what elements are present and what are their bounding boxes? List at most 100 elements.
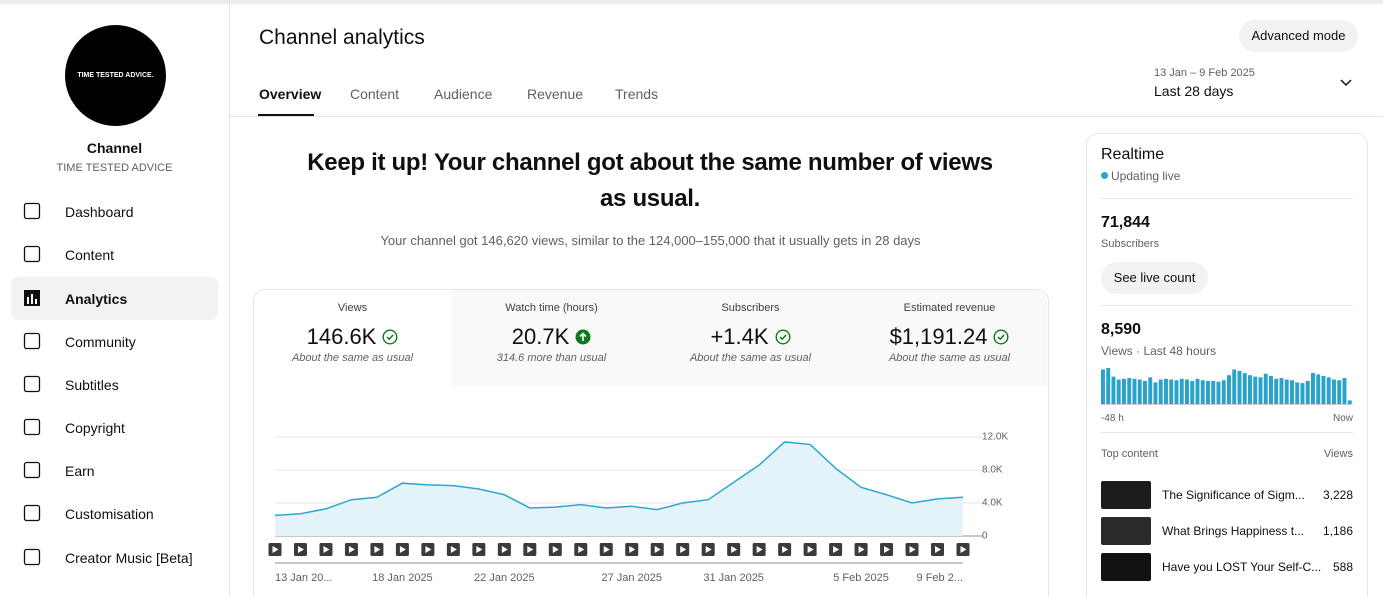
video-marker-play: [960, 546, 967, 553]
nav-label: Analytics: [65, 291, 128, 307]
bar: [1190, 380, 1195, 404]
video-marker-play: [323, 546, 330, 553]
channel-logo[interactable]: TIME TESTED ADVICE.: [65, 25, 166, 126]
bar: [1153, 382, 1158, 404]
video-marker-play: [833, 546, 840, 553]
bar: [1158, 379, 1163, 404]
video-marker-play: [272, 546, 279, 553]
top-bar: [0, 0, 1383, 4]
period[interactable]: Last 28 days: [1154, 83, 1234, 99]
bar: [1326, 377, 1331, 404]
nav-item[interactable]: Subtitles: [0, 363, 229, 406]
metric-card[interactable]: Views 146.6K About the same as usual: [253, 290, 452, 386]
nav-item[interactable]: Creator Music [Beta]: [0, 536, 229, 579]
page-title: Channel analytics: [259, 26, 425, 49]
tab[interactable]: Content: [350, 86, 400, 102]
x-start-label: -48 h: [1101, 413, 1124, 424]
views-label: Views · Last 48 hours: [1101, 344, 1217, 358]
bar: [1332, 379, 1336, 404]
bar: [1242, 373, 1247, 404]
metric-value: $1,191.24: [850, 322, 1049, 352]
nav-icon: [23, 332, 41, 350]
nav-icon: [23, 461, 41, 479]
tab[interactable]: Trends: [615, 86, 659, 102]
bar: [1311, 373, 1315, 404]
date-range[interactable]: 13 Jan – 9 Feb 2025: [1154, 67, 1255, 79]
metric-value-text: 20.7K: [511, 324, 570, 349]
nav-item[interactable]: Customisation: [0, 492, 229, 535]
tab[interactable]: Overview: [259, 86, 322, 102]
nav-item[interactable]: Analytics: [0, 277, 229, 320]
video-marker-play: [527, 546, 534, 553]
dropdown-chevron[interactable]: [1339, 78, 1353, 88]
bar: [1279, 378, 1284, 404]
nav-item[interactable]: Community: [0, 320, 229, 363]
video-marker-play: [552, 546, 559, 553]
bar: [1206, 380, 1210, 404]
video-title[interactable]: The Significance of Sigm...: [1162, 488, 1305, 502]
header-border: [230, 116, 1383, 117]
bar: [1148, 377, 1153, 404]
live-status: Updating live: [1111, 169, 1181, 183]
channel-handle: TIME TESTED ADVICE: [56, 162, 173, 174]
video-title[interactable]: What Brings Happiness t...: [1162, 524, 1305, 538]
tab[interactable]: Audience: [434, 86, 493, 102]
x-tick-label: 18 Jan 2025: [372, 572, 433, 584]
metric-card[interactable]: Watch time (hours) 20.7K 314.6 more than u…: [452, 290, 651, 386]
bar: [1211, 380, 1216, 404]
video-title[interactable]: Have you LOST Your Self-C...: [1162, 560, 1322, 574]
advanced-mode-button[interactable]: Advanced mode: [1239, 20, 1358, 52]
nav-label: Customisation: [65, 506, 154, 522]
nav-item[interactable]: Copyright: [0, 406, 229, 449]
metric-value: 20.7K: [452, 322, 651, 352]
x-tick-label: 27 Jan 2025: [601, 572, 662, 584]
bar: [1200, 380, 1205, 404]
metric-card[interactable]: Subscribers +1.4K About the same as usual: [651, 290, 850, 386]
video-views: 3,228: [1322, 488, 1353, 502]
channel-name[interactable]: Channel: [86, 140, 143, 156]
status-icon: [575, 329, 591, 345]
y-tick-label: 12.0K: [982, 432, 1008, 443]
live-count-button[interactable]: See live count: [1101, 262, 1208, 294]
nav-label: Dashboard: [65, 204, 134, 220]
bar: [1347, 400, 1352, 404]
metrics-inactive-bg: [452, 290, 1047, 386]
bar: [1143, 380, 1147, 404]
bar: [1337, 380, 1342, 404]
bar: [1237, 370, 1242, 404]
thumbnail[interactable]: [1101, 481, 1151, 509]
metric-note: About the same as usual: [689, 352, 812, 364]
video-marker-play: [909, 546, 916, 553]
nav-item[interactable]: Content: [0, 233, 229, 276]
separator: [1101, 305, 1353, 306]
video-marker-play: [399, 546, 406, 553]
thumbnail[interactable]: [1101, 517, 1151, 545]
nav-label: Community: [65, 334, 136, 350]
nav-item[interactable]: Dashboard: [0, 190, 229, 233]
video-marker-play: [680, 546, 687, 553]
x-tick-label: 22 Jan 2025: [474, 572, 535, 584]
bar: [1232, 369, 1237, 404]
video-marker-play: [603, 546, 610, 553]
nav-item[interactable]: Earn: [0, 449, 229, 492]
metric-card[interactable]: Estimated revenue $1,191.24 About the same…: [850, 290, 1049, 386]
tab-underline: [258, 114, 314, 116]
views-chart: 0 4.0K 8.0K 12.0K 13 Jan 20... 18 Jan 2025 22 …: [268, 432, 1008, 584]
area: [275, 441, 963, 536]
bar: [1258, 377, 1263, 404]
y-tick-label: 4.0K: [982, 498, 1003, 509]
status-icon: [775, 329, 791, 345]
thumbnail[interactable]: [1101, 553, 1151, 581]
bar: [1216, 381, 1221, 404]
metric-value-text: +1.4K: [710, 324, 769, 349]
bar: [1122, 378, 1126, 404]
metric-value: +1.4K: [651, 322, 850, 352]
video-marker-play: [450, 546, 457, 553]
views-count: 8,590: [1101, 321, 1142, 338]
tab[interactable]: Revenue: [527, 86, 584, 102]
video-marker-play: [578, 546, 585, 553]
bar: [1164, 378, 1168, 404]
bar: [1169, 379, 1174, 404]
video-marker-play: [807, 546, 814, 553]
separator: [1101, 432, 1353, 433]
